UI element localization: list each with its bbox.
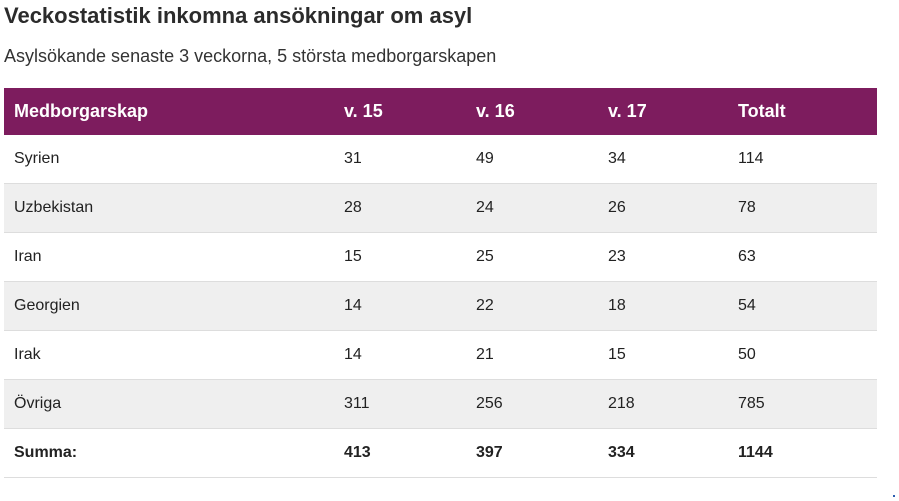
row-week-17: 15	[598, 330, 728, 380]
row-citizenship: Georgien	[4, 281, 334, 331]
row-citizenship: Iran	[4, 232, 334, 282]
header-week-15: v. 15	[344, 101, 383, 121]
row-total: 114	[728, 135, 877, 184]
table-body: Syrien 31 49 34 114 Uzbekistan 28 24 26 …	[4, 135, 877, 478]
row-total: 63	[728, 232, 877, 282]
row-week-16: 22	[466, 281, 598, 331]
table-row: Iran 15 25 23 63	[4, 232, 877, 282]
row-total: 54	[728, 281, 877, 331]
total-week-17: 334	[598, 428, 728, 478]
row-week-17: 218	[598, 379, 728, 429]
row-total: 785	[728, 379, 877, 429]
row-week-15: 28	[334, 183, 466, 233]
table-header: Medborgarskap v. 15 v. 16 v. 17 Totalt	[4, 88, 877, 135]
row-week-15: 14	[334, 330, 466, 380]
page-title: Veckostatistik inkomna ansökningar om as…	[4, 3, 473, 28]
row-citizenship: Uzbekistan	[4, 183, 334, 233]
total-sum: 1144	[728, 428, 877, 478]
page-subtitle: Asylsökande senaste 3 veckorna, 5 störst…	[4, 46, 497, 66]
row-week-15: 311	[334, 379, 466, 429]
table-row: Övriga 311 256 218 785	[4, 379, 877, 429]
table-row: Syrien 31 49 34 114	[4, 135, 877, 184]
row-week-17: 18	[598, 281, 728, 331]
header-citizenship: Medborgarskap	[14, 101, 149, 121]
total-week-15: 413	[334, 428, 466, 478]
total-label: Summa:	[4, 428, 334, 478]
row-week-17: 23	[598, 232, 728, 282]
asylum-statistics-table: Medborgarskap v. 15 v. 16 v. 17 Totalt S…	[4, 88, 877, 478]
row-week-16: 25	[466, 232, 598, 282]
header-row: Medborgarskap v. 15 v. 16 v. 17 Totalt	[4, 88, 877, 135]
total-week-16: 397	[466, 428, 598, 478]
row-total: 78	[728, 183, 877, 233]
row-citizenship: Irak	[4, 330, 334, 380]
row-week-16: 24	[466, 183, 598, 233]
table-row: Irak 14 21 15 50	[4, 330, 877, 380]
row-citizenship: Övriga	[4, 379, 334, 429]
total-row: Summa: 413 397 334 1144	[4, 428, 877, 478]
row-week-17: 26	[598, 183, 728, 233]
row-week-15: 31	[334, 135, 466, 184]
row-week-16: 256	[466, 379, 598, 429]
header-total: Totalt	[738, 101, 786, 121]
header-week-16: v. 16	[476, 101, 515, 121]
corner-dot	[893, 495, 895, 497]
row-week-15: 15	[334, 232, 466, 282]
row-week-15: 14	[334, 281, 466, 331]
row-week-17: 34	[598, 135, 728, 184]
row-citizenship: Syrien	[4, 135, 334, 184]
row-total: 50	[728, 330, 877, 380]
header-week-17: v. 17	[608, 101, 647, 121]
table-row: Georgien 14 22 18 54	[4, 281, 877, 331]
row-week-16: 49	[466, 135, 598, 184]
table-row: Uzbekistan 28 24 26 78	[4, 183, 877, 233]
row-week-16: 21	[466, 330, 598, 380]
